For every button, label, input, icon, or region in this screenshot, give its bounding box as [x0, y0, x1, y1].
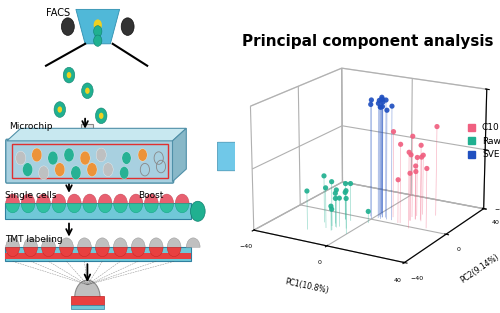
Wedge shape [36, 203, 51, 213]
Polygon shape [76, 9, 120, 44]
Wedge shape [24, 238, 38, 247]
Wedge shape [78, 238, 92, 247]
Circle shape [22, 163, 32, 177]
FancyArrow shape [218, 133, 258, 180]
Wedge shape [68, 203, 81, 213]
Circle shape [190, 201, 205, 221]
Circle shape [94, 19, 102, 31]
Circle shape [96, 148, 106, 162]
Circle shape [120, 167, 129, 179]
Circle shape [85, 88, 89, 94]
FancyBboxPatch shape [6, 139, 173, 183]
Wedge shape [144, 194, 158, 203]
Wedge shape [98, 203, 112, 213]
Wedge shape [52, 203, 66, 213]
Circle shape [63, 67, 75, 83]
Circle shape [16, 151, 26, 165]
Text: Microchip: Microchip [9, 122, 52, 131]
Wedge shape [42, 247, 56, 257]
Wedge shape [6, 194, 20, 203]
Circle shape [54, 102, 66, 117]
Circle shape [66, 72, 71, 78]
Wedge shape [96, 247, 109, 257]
Wedge shape [75, 280, 100, 297]
Bar [4, 203, 191, 219]
Circle shape [122, 152, 131, 164]
Circle shape [62, 18, 74, 35]
Wedge shape [150, 238, 163, 247]
Wedge shape [132, 238, 145, 247]
Bar [72, 296, 104, 305]
Wedge shape [96, 238, 109, 247]
Circle shape [103, 163, 113, 177]
Circle shape [82, 83, 93, 99]
Circle shape [121, 18, 134, 35]
Wedge shape [98, 194, 112, 203]
Wedge shape [24, 247, 38, 257]
Text: Single cells: Single cells [4, 191, 56, 200]
Wedge shape [186, 238, 200, 247]
Circle shape [94, 26, 102, 37]
Wedge shape [60, 247, 74, 257]
Wedge shape [167, 247, 181, 257]
Wedge shape [114, 194, 128, 203]
Text: Boost: Boost [138, 191, 164, 200]
Wedge shape [36, 194, 51, 203]
Wedge shape [52, 194, 66, 203]
Wedge shape [60, 238, 74, 247]
Wedge shape [160, 203, 173, 213]
Wedge shape [6, 238, 20, 247]
Wedge shape [21, 203, 35, 213]
Wedge shape [114, 203, 128, 213]
Wedge shape [160, 194, 173, 203]
Wedge shape [42, 238, 56, 247]
Title: Principal component analysis: Principal component analysis [242, 34, 493, 49]
Wedge shape [83, 194, 96, 203]
Bar [12, 144, 168, 178]
Text: FACS: FACS [46, 8, 70, 18]
Wedge shape [114, 247, 127, 257]
Wedge shape [129, 194, 143, 203]
Wedge shape [21, 194, 35, 203]
Circle shape [138, 149, 147, 161]
Wedge shape [129, 203, 143, 213]
Legend: C10, Raw, SVEC: C10, Raw, SVEC [465, 120, 500, 163]
Wedge shape [83, 203, 96, 213]
Wedge shape [167, 238, 181, 247]
Circle shape [96, 108, 107, 124]
Bar [72, 305, 104, 309]
Polygon shape [7, 128, 186, 141]
Circle shape [87, 163, 97, 177]
Circle shape [54, 163, 65, 177]
Circle shape [99, 113, 103, 119]
Circle shape [58, 106, 62, 113]
Wedge shape [150, 247, 163, 257]
X-axis label: PC1(10.8%): PC1(10.8%) [284, 277, 329, 295]
Circle shape [71, 166, 81, 180]
FancyBboxPatch shape [80, 124, 93, 136]
Circle shape [32, 148, 42, 162]
Wedge shape [68, 194, 81, 203]
Circle shape [48, 151, 58, 165]
Circle shape [64, 148, 74, 162]
Wedge shape [114, 238, 127, 247]
Wedge shape [6, 247, 20, 257]
Wedge shape [132, 247, 145, 257]
Circle shape [80, 151, 90, 165]
Y-axis label: PC2(9.14%): PC2(9.14%) [459, 252, 500, 285]
Polygon shape [172, 128, 186, 182]
Bar [4, 247, 191, 261]
Wedge shape [176, 194, 189, 203]
Circle shape [94, 35, 102, 46]
Wedge shape [176, 203, 189, 213]
Text: TMT labeling: TMT labeling [4, 235, 62, 244]
Wedge shape [78, 247, 92, 257]
Wedge shape [6, 203, 20, 213]
Circle shape [38, 166, 49, 180]
Bar [4, 253, 191, 259]
Wedge shape [144, 203, 158, 213]
